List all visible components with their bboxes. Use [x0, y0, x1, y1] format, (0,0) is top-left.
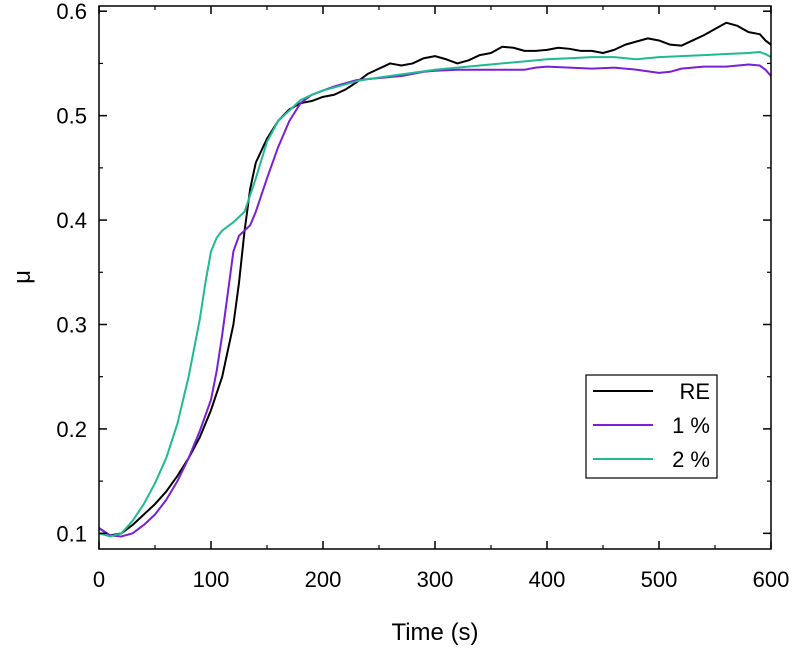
x-tick-label: 500 — [641, 567, 678, 592]
y-tick-label: 0.4 — [56, 208, 87, 233]
x-tick-label: 0 — [93, 567, 105, 592]
legend-label-1: RE — [679, 379, 710, 404]
y-axis-tick-labels: 0.1 0.2 0.3 0.4 0.5 0.6 — [56, 0, 87, 546]
x-tick-label: 100 — [193, 567, 230, 592]
y-tick-label: 0.2 — [56, 417, 87, 442]
y-axis-title: μ — [9, 270, 36, 284]
x-axis-title: Time (s) — [391, 619, 478, 646]
x-tick-label: 300 — [417, 567, 454, 592]
y-tick-label: 0.1 — [56, 521, 87, 546]
series-layer — [98, 21, 772, 538]
y-tick-label: 0.3 — [56, 312, 87, 337]
series-line-2 — [98, 63, 772, 538]
y-tick-label: 0.5 — [56, 104, 87, 129]
legend-label-3: 2 % — [672, 447, 710, 472]
y-tick-label: 0.6 — [56, 0, 87, 24]
legend-box — [585, 374, 718, 479]
legend-label-2: 1 % — [672, 413, 710, 438]
x-tick-label: 400 — [529, 567, 566, 592]
x-tick-label: 600 — [753, 567, 790, 592]
x-axis-tick-labels: 0 100 200 300 400 500 600 — [93, 567, 789, 592]
legend: RE 1 % 2 % — [585, 374, 718, 479]
series-line-3 — [98, 50, 772, 538]
legend-items: RE 1 % 2 % — [593, 379, 710, 472]
y-axis-ticks — [99, 10, 771, 535]
x-tick-label: 200 — [305, 567, 342, 592]
x-axis-ticks — [98, 6, 772, 549]
series-line-1 — [98, 21, 772, 537]
